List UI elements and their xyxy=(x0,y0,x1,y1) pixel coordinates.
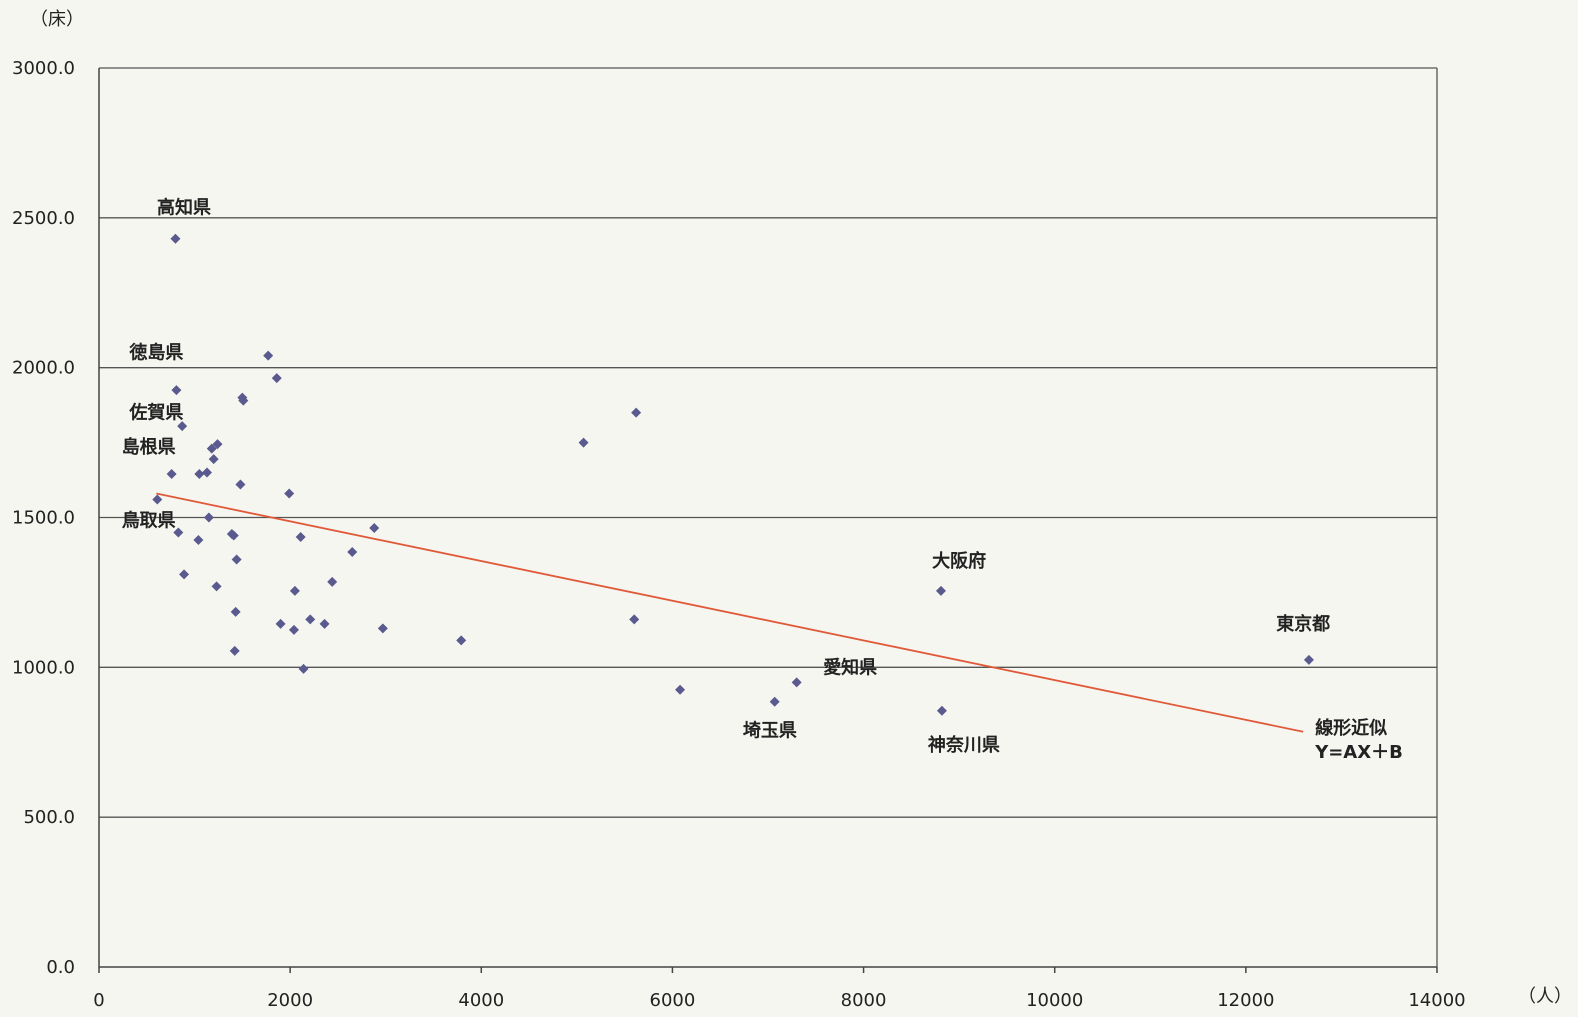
point-annotation: 埼玉県 xyxy=(743,719,797,741)
data-point xyxy=(230,606,241,617)
data-point xyxy=(284,488,295,499)
y-tick-label: 1500.0 xyxy=(12,508,75,529)
y-tick-label: 2000.0 xyxy=(12,358,75,379)
data-point xyxy=(936,705,947,716)
data-point xyxy=(228,530,239,541)
point-annotation: 愛知県 xyxy=(823,656,877,678)
data-point xyxy=(211,581,222,592)
data-point xyxy=(235,479,246,490)
point-annotation: 大阪府 xyxy=(932,550,986,572)
point-annotation: 鳥取県 xyxy=(122,509,176,531)
data-point xyxy=(171,385,182,396)
data-point xyxy=(769,696,780,707)
y-axis-unit: （床） xyxy=(30,9,84,30)
x-axis-unit: （人） xyxy=(1518,986,1572,1007)
data-points xyxy=(152,233,1314,716)
data-point xyxy=(201,467,212,478)
y-tick-label: 2500.0 xyxy=(12,208,75,229)
x-tick-label: 4000 xyxy=(458,990,504,1011)
data-point xyxy=(935,585,946,596)
data-point xyxy=(305,614,316,625)
data-point xyxy=(166,469,177,480)
data-point xyxy=(206,443,217,454)
y-tick-label: 500.0 xyxy=(23,807,75,828)
point-annotation: 島根県 xyxy=(122,436,176,458)
y-tick-label: 1000.0 xyxy=(12,657,75,678)
x-tick-label: 8000 xyxy=(841,990,887,1011)
data-point xyxy=(194,469,205,480)
data-point xyxy=(173,527,184,538)
gridlines xyxy=(99,67,1437,818)
x-tick-label: 12000 xyxy=(1217,990,1274,1011)
x-tick-label: 14000 xyxy=(1408,990,1465,1011)
data-point xyxy=(578,437,589,448)
data-point xyxy=(152,494,163,505)
axes: 0.0 500.0 1000.0 1500.0 2000.0 2500.0 3000.0 0 2… xyxy=(12,58,1466,1011)
trendline xyxy=(156,492,1304,733)
data-point xyxy=(263,350,274,361)
data-point xyxy=(369,522,380,533)
point-annotation: 佐賀県 xyxy=(128,402,183,424)
data-point xyxy=(193,534,204,545)
data-point xyxy=(208,454,219,465)
data-point xyxy=(629,614,640,625)
data-point xyxy=(1303,654,1314,665)
data-point xyxy=(170,233,181,244)
y-tick-label: 3000.0 xyxy=(12,58,75,79)
data-point xyxy=(179,569,190,580)
data-point xyxy=(319,618,330,629)
data-point xyxy=(791,677,802,688)
trendline-label: 線形近似 xyxy=(1315,717,1387,739)
data-point xyxy=(177,421,188,432)
data-point xyxy=(327,576,338,587)
x-tick-label: 10000 xyxy=(1026,990,1083,1011)
data-point xyxy=(631,407,642,418)
data-point xyxy=(347,546,358,557)
x-tick-label: 2000 xyxy=(267,990,313,1011)
data-point xyxy=(231,554,242,565)
data-point xyxy=(377,623,388,634)
data-point xyxy=(238,395,249,406)
data-point xyxy=(212,439,223,450)
x-tick-label: 6000 xyxy=(650,990,696,1011)
trendline-equation: Y=AX＋B xyxy=(1314,742,1403,763)
data-point xyxy=(275,618,286,629)
point-annotation: 徳島県 xyxy=(128,342,183,364)
data-point xyxy=(675,684,686,695)
data-point xyxy=(289,585,300,596)
data-point xyxy=(288,624,299,635)
data-point xyxy=(295,531,306,542)
trendline-group: 線形近似 Y=AX＋B xyxy=(156,492,1403,763)
point-annotation: 神奈川県 xyxy=(928,734,1000,756)
point-annotation: 高知県 xyxy=(157,196,211,218)
x-tick-label: 0 xyxy=(93,990,104,1011)
data-point xyxy=(298,663,309,674)
data-point xyxy=(271,373,282,384)
data-point xyxy=(456,635,467,646)
y-tick-label: 0.0 xyxy=(46,957,75,978)
point-annotation: 東京都 xyxy=(1276,613,1330,635)
data-point xyxy=(229,645,240,656)
data-point xyxy=(203,512,214,523)
